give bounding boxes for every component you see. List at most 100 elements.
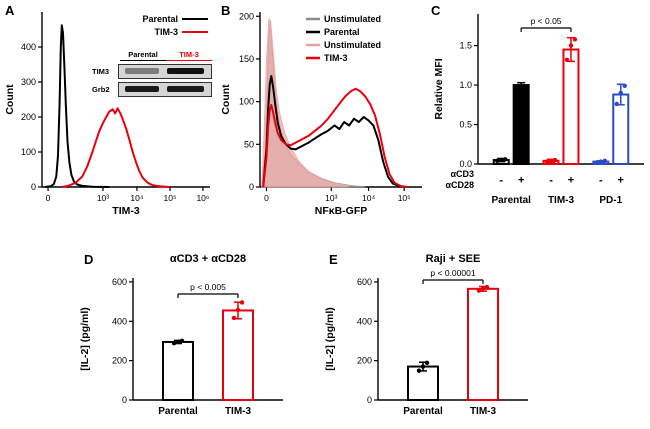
legend-label: Unstimulated: [324, 14, 381, 24]
group-label: Parental: [491, 195, 531, 206]
x-tick-label: 0: [46, 193, 51, 203]
data-point: [614, 101, 619, 107]
bar-category-label: Parental: [158, 406, 198, 417]
data-point: [548, 158, 554, 164]
y-tick-label: 50: [244, 139, 254, 149]
data-point: [416, 368, 422, 373]
blot-band: [124, 68, 160, 74]
data-point: [175, 339, 181, 345]
x-tick-label: 10⁶: [196, 193, 209, 203]
bar-category-label: TIM-3: [225, 406, 252, 417]
x-tick-label: 10³: [325, 193, 337, 203]
panel-label-b: B: [221, 3, 231, 18]
legend-label: Unstimulated: [324, 40, 381, 50]
data-point: [572, 37, 578, 42]
blot-band: [166, 86, 204, 92]
data-point: [424, 360, 430, 366]
stim-label: αCD3: [450, 169, 474, 179]
data-point: [544, 159, 550, 164]
data-point: [231, 315, 237, 321]
histogram-curve-TIM-3: [61, 107, 170, 188]
data-point: [598, 159, 604, 164]
blot-row-grb2: Grb2: [92, 82, 212, 97]
significance-label: p < 0.005: [190, 282, 226, 292]
x-axis-title: NFκB-GFP: [315, 205, 368, 217]
y-tick-label: 0: [31, 182, 36, 192]
data-point: [499, 157, 504, 163]
x-tick-label: 10⁵: [164, 193, 177, 203]
histogram-curve-Parental: [45, 24, 110, 188]
bar-3: [562, 48, 580, 166]
y-axis-title: Count: [4, 84, 16, 115]
panel-B-chart: 0 50 100 150 200 0 10³ 10⁴ 10⁵ NFκB-GFP Count Unsti…: [220, 11, 422, 217]
panel-label-a: A: [5, 3, 15, 18]
legend-label: Parental: [324, 27, 360, 37]
panel-C-chart: 0.0 0.5 1.0 1.5 Relative MFI p < 0.05 αCD3αCD2…: [433, 14, 644, 206]
data-point: [476, 288, 482, 293]
group-label: TIM-3: [548, 195, 575, 206]
histogram-fill-Unstimulated-tim3: [261, 17, 350, 188]
bar-Parental: [162, 340, 194, 401]
y-tick-label: 0: [367, 395, 372, 405]
x-tick-label: 10⁵: [398, 193, 411, 203]
bar-Parental: [407, 365, 439, 401]
y-tick-label: 600: [357, 277, 372, 287]
stim-sign: +: [618, 175, 624, 187]
panel-title: Raji + SEE: [426, 253, 481, 265]
blot-lane-label-tim3: TIM-3: [166, 50, 212, 61]
x-tick-label: 0: [264, 193, 269, 203]
data-point: [552, 157, 558, 163]
stim-sign: -: [599, 175, 603, 187]
data-point: [622, 83, 627, 89]
histogram-curve-Parental: [262, 75, 406, 188]
blot-strip-tim3: [118, 64, 212, 79]
blot-row-label-grb2: Grb2: [92, 85, 110, 94]
y-tick-label: 150: [239, 54, 254, 64]
y-tick-label: 200: [357, 356, 372, 366]
blot-band: [166, 68, 204, 74]
stim-sign: +: [568, 175, 574, 187]
y-tick-label: 0.0: [459, 159, 472, 169]
legend-label: TIM-3: [324, 53, 348, 63]
data-point: [602, 158, 608, 164]
panel-label-d: D: [84, 252, 94, 267]
data-point: [171, 340, 177, 346]
y-tick-label: 0.5: [459, 120, 472, 130]
legend-label: TIM-3: [155, 27, 179, 37]
y-tick-label: 400: [21, 42, 36, 52]
western-blot-inset: Parental TIM-3 TIM3 Grb2: [92, 50, 212, 97]
significance-label: p < 0.00001: [430, 268, 475, 278]
panel-label-e: E: [329, 252, 338, 267]
stim-label: αCD28: [445, 180, 474, 190]
bar-category-label: TIM-3: [470, 406, 497, 417]
y-tick-label: 400: [357, 316, 372, 326]
bar-category-label: Parental: [403, 406, 443, 417]
x-tick-label: 10⁴: [362, 193, 375, 203]
blot-row-label-tim3: TIM3: [92, 67, 110, 76]
blot-band: [124, 86, 160, 92]
data-point: [594, 160, 600, 165]
blot-lane-labels: Parental TIM-3: [120, 50, 212, 61]
y-tick-label: 100: [239, 97, 254, 107]
y-axis-title: Count: [220, 84, 232, 115]
panel-A-chart: 0 100 200 300 400 0 10³ 10⁴ 10⁵ 10⁶ TIM-3 Count Pare…: [4, 12, 210, 217]
stim-sign: +: [518, 175, 524, 187]
data-point: [495, 158, 500, 164]
x-tick-label: 10⁴: [130, 193, 143, 203]
y-tick-label: 400: [112, 316, 127, 326]
y-axis-title: [IL-2] (pg/ml): [324, 307, 336, 371]
blot-strip-grb2: [118, 82, 212, 97]
group-label: PD-1: [599, 195, 622, 206]
x-tick-label: 10³: [97, 193, 109, 203]
data-point: [239, 300, 245, 305]
panel-title: αCD3 + αCD28: [170, 253, 246, 265]
blot-row-tim3: TIM3: [92, 64, 212, 79]
stim-sign: -: [549, 175, 553, 187]
y-axis-title: [IL-2] (pg/ml): [79, 307, 91, 371]
data-point: [179, 338, 185, 343]
y-axis-title: Relative MFI: [433, 58, 445, 119]
data-point: [420, 364, 426, 369]
histogram-curve-TIM-3: [262, 87, 408, 188]
y-tick-label: 100: [21, 147, 36, 157]
panel-D-chart: 0 200 400 600 αCD3 + αCD28 [IL-2] (pg/ml) Pare…: [79, 253, 283, 417]
